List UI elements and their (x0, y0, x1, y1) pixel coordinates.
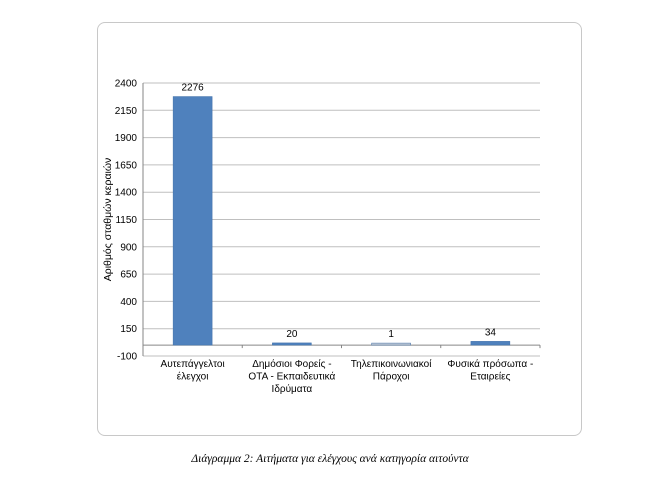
x-tick-label: Εταιρείες (470, 371, 510, 383)
bar (470, 341, 511, 346)
y-axis-label: Αριθμός σταθμών κεραιών (102, 158, 114, 282)
data-label: 20 (286, 329, 298, 340)
y-tick-label: 400 (120, 297, 137, 308)
figure-caption: Διάγραμμα 2: Αιτήματα για ελέγχους ανά κ… (191, 453, 469, 465)
x-tick-label: Φυσικά πρόσωπα - (447, 358, 533, 370)
x-tick-label: Πάροχοι (373, 371, 410, 383)
y-tick-label: 1650 (115, 160, 138, 171)
x-tick-label: Τηλεπικοινωνιακοί (351, 358, 432, 370)
y-tick-label: 150 (120, 324, 137, 335)
x-tick-label: ΟΤΑ - Εκπαιδευτικά (248, 371, 335, 383)
x-tick-label: έλεγχοι (177, 371, 209, 383)
x-tick-label: Δημόσιοι Φορείς - (252, 358, 331, 370)
y-tick-label: -100 (117, 352, 137, 363)
y-tick-label: 2150 (115, 106, 138, 117)
y-tick-label: 1900 (115, 133, 138, 144)
bar (371, 342, 411, 346)
y-tick-label: 1400 (115, 188, 138, 199)
data-label: 34 (485, 327, 497, 338)
bar (272, 342, 312, 346)
x-tick-label: Ιδρύματα (272, 383, 313, 395)
y-tick-label: 1150 (115, 215, 137, 226)
y-tick-label: 2400 (115, 79, 138, 90)
bar (172, 96, 213, 346)
y-tick-label: 650 (120, 270, 137, 281)
y-tick-label: 900 (120, 242, 137, 253)
data-label: 2276 (182, 83, 205, 94)
data-label: 1 (388, 329, 394, 340)
x-tick-label: Αυτεπάγγελτοι (161, 358, 225, 370)
